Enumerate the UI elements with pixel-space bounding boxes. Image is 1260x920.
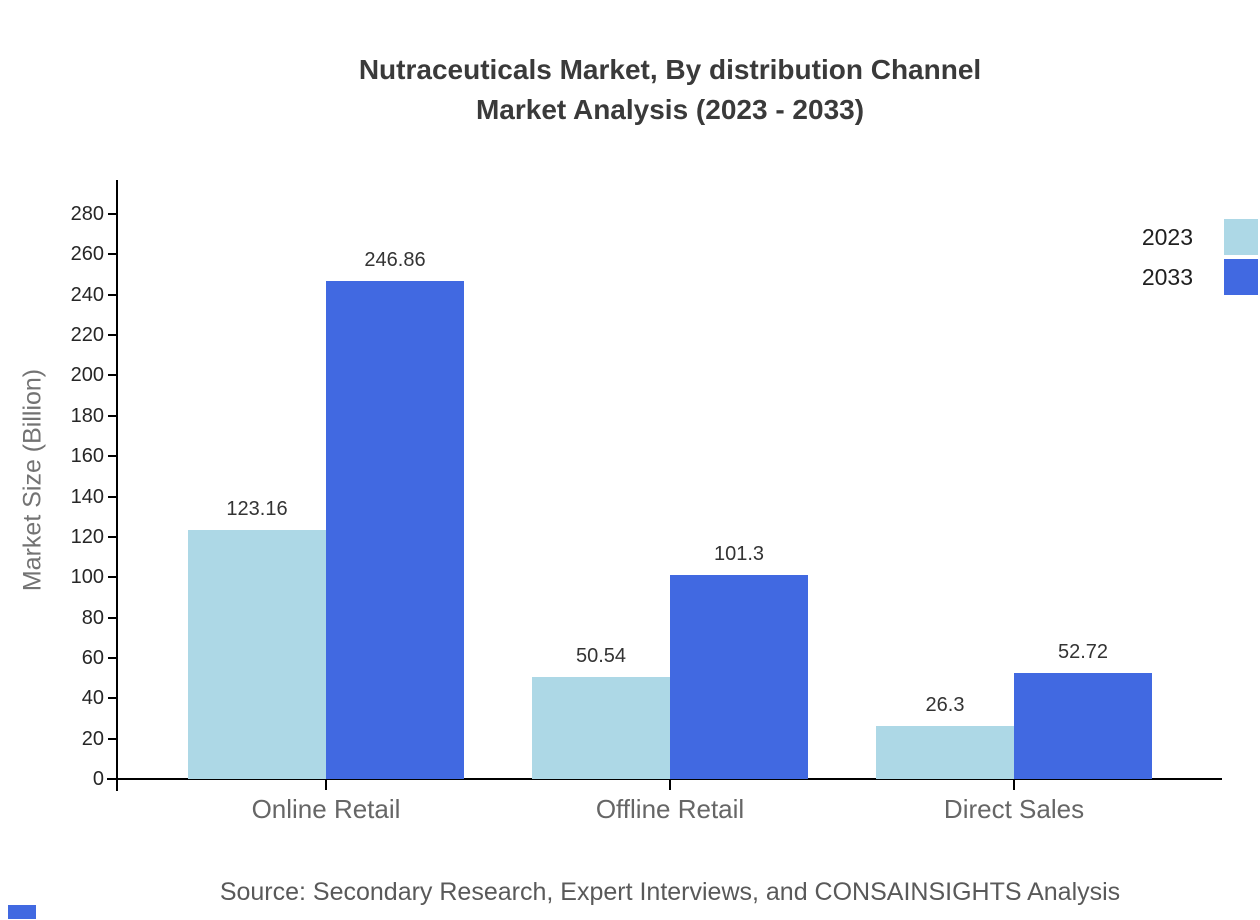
bar-2023-offline-retail — [532, 677, 670, 779]
bar-2033-offline-retail — [670, 574, 808, 779]
legend-swatch-2033-icon — [1224, 259, 1258, 295]
source-note: Source: Secondary Research, Expert Inter… — [219, 878, 1121, 906]
y-tick-label: 0 — [92, 768, 104, 790]
y-tick-mark — [108, 334, 117, 337]
chart-title-line2: Market Analysis (2023 - 2033) — [475, 94, 865, 125]
y-tick-mark — [108, 414, 117, 417]
y-tick-label: 200 — [70, 364, 104, 387]
y-tick-mark — [108, 697, 117, 700]
bar-value-2033-online-retail: 246.86 — [364, 248, 426, 271]
y-tick-label: 40 — [81, 687, 104, 710]
legend-item-2033: 2033 — [1142, 259, 1258, 295]
y-tick-mark — [108, 576, 117, 579]
y-tick-label: 160 — [70, 445, 104, 468]
y-tick-label: 120 — [70, 525, 104, 548]
y-tick-label: 60 — [81, 646, 104, 669]
bar-2023-online-retail — [188, 530, 326, 779]
y-tick-mark — [108, 616, 117, 619]
x-tick-mark — [669, 780, 671, 790]
legend-item-2023: 2023 — [1142, 219, 1258, 255]
bar-value-2033-offline-retail: 101.3 — [713, 542, 765, 565]
y-tick-mark — [108, 495, 117, 498]
chart-title-line1: Nutraceuticals Market, By distribution C… — [358, 54, 982, 85]
y-tick-mark — [108, 293, 117, 296]
y-tick-mark — [108, 253, 117, 256]
bar-2033-direct-sales — [1014, 672, 1152, 779]
x-tick-mark — [1013, 780, 1015, 790]
y-tick-label: 140 — [70, 485, 104, 508]
y-tick-mark — [108, 455, 117, 458]
y-tick-mark — [108, 213, 117, 215]
category-label-online-retail: Online Retail — [251, 794, 401, 824]
chart-title: Nutraceuticals Market, By distribution C… — [85, 50, 1255, 130]
legend-label-2033: 2033 — [1141, 263, 1193, 290]
y-tick-mark — [108, 374, 117, 377]
category-label-offline-retail: Offline Retail — [595, 794, 745, 824]
bar-2023-direct-sales — [876, 725, 1014, 779]
y-tick-label: 80 — [81, 606, 104, 629]
y-tick-label: 100 — [70, 566, 104, 589]
y-tick-label: 240 — [70, 283, 104, 306]
y-axis-label: Market Size (Billion) — [18, 368, 47, 592]
y-tick-mark — [108, 778, 117, 780]
legend-label-2023: 2023 — [1141, 223, 1193, 250]
bar-value-2023-direct-sales: 26.3 — [925, 693, 965, 716]
y-tick-label: 260 — [70, 243, 104, 266]
category-label-direct-sales: Direct Sales — [943, 794, 1085, 824]
legend: 2023 2033 — [1142, 219, 1258, 299]
bar-value-2023-online-retail: 123.16 — [226, 498, 288, 521]
y-axis-line — [116, 180, 118, 791]
y-tick-label: 220 — [70, 324, 104, 347]
bar-2033-online-retail — [326, 280, 464, 779]
y-tick-mark — [108, 656, 117, 659]
x-tick-mark — [325, 780, 327, 790]
brand-mark — [8, 905, 36, 919]
bar-value-2033-direct-sales: 52.72 — [1057, 640, 1109, 663]
y-tick-mark — [108, 737, 117, 740]
bar-value-2023-offline-retail: 50.54 — [575, 645, 627, 668]
y-tick-label: 20 — [81, 727, 104, 750]
y-tick-label: 280 — [70, 203, 104, 225]
legend-swatch-2023-icon — [1224, 219, 1258, 255]
y-tick-mark — [108, 535, 117, 538]
x-axis-line — [107, 778, 1222, 780]
y-tick-label: 180 — [70, 404, 104, 427]
